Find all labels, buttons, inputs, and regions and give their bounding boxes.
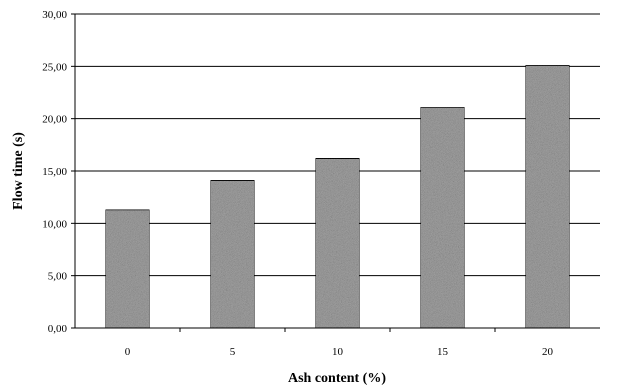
bar	[525, 64, 570, 329]
bar	[105, 209, 150, 329]
bar	[210, 179, 255, 329]
y-tick-label: 25,00	[42, 61, 67, 73]
y-tick-label: 0,00	[48, 323, 68, 335]
x-tick-label: 0	[125, 346, 131, 358]
x-tick-label: 15	[437, 346, 449, 358]
x-tick-label: 10	[332, 346, 344, 358]
x-tick-label: 5	[230, 346, 236, 358]
x-tick-label: 20	[542, 346, 554, 358]
x-tick-labels: 0 5 10 15 20	[125, 328, 554, 358]
y-tick-label: 5,00	[48, 271, 68, 283]
x-axis-title: Ash content (%)	[288, 371, 386, 386]
y-tick-label: 15,00	[42, 166, 67, 178]
y-axis-title: Flow time (s)	[11, 132, 26, 210]
y-tick-label: 10,00	[42, 218, 67, 230]
bar	[420, 106, 465, 329]
y-tick-label: 30,00	[42, 9, 67, 21]
y-tick-labels: 0,00 5,00 10,00 15,00 20,00 25,00 30,00	[42, 9, 75, 335]
bars	[105, 64, 570, 329]
bar	[315, 157, 360, 329]
y-tick-label: 20,00	[42, 114, 67, 126]
